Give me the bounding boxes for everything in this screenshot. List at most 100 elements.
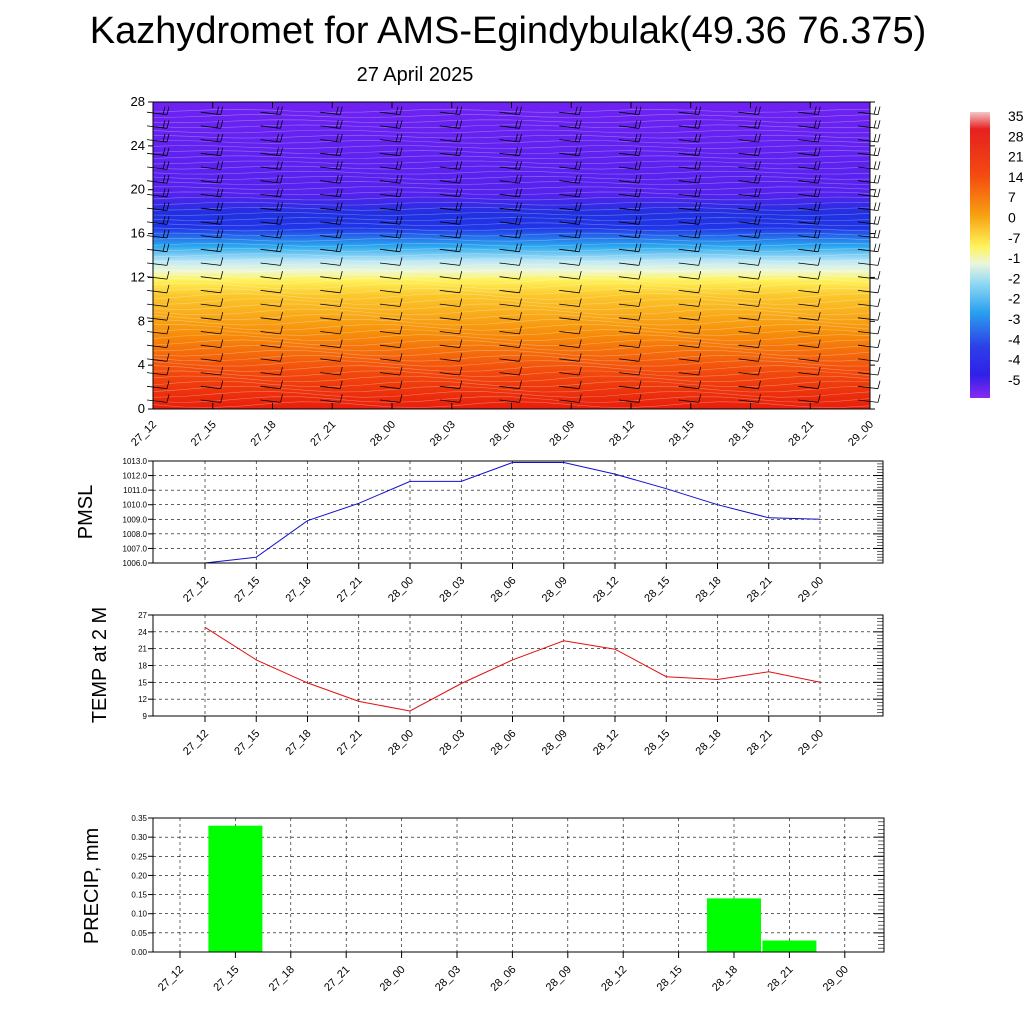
- wind-barb-flag: [817, 394, 821, 403]
- wind-barb-shaft: [379, 248, 401, 253]
- wind-barb-flag: [634, 175, 638, 184]
- wind-barb: [738, 133, 761, 143]
- wind-barb-shaft: [379, 194, 401, 198]
- wind-barb: [798, 312, 821, 321]
- wind-barb-shaft: [678, 194, 699, 198]
- wind-barb-flag: [519, 339, 522, 348]
- heatmap-x-tick-label: 28_18: [727, 419, 757, 449]
- y-tick-label: 1013.0: [123, 457, 148, 466]
- wind-barb-shaft: [439, 399, 460, 403]
- wind-barb-shaft: [499, 303, 520, 307]
- wind-barb-flag: [220, 133, 224, 143]
- wind-barb-flag: [698, 284, 702, 293]
- wind-barb: [738, 366, 761, 376]
- contour-line: [152, 258, 871, 263]
- wind-barb-flag: [339, 380, 343, 389]
- wind-barb-flag: [638, 175, 642, 184]
- wind-barb-flag: [758, 216, 761, 225]
- wind-barb: [499, 175, 522, 184]
- wind-barb-shaft: [260, 290, 281, 294]
- colorbar-label: -2: [1008, 270, 1021, 286]
- wind-barb-shaft: [260, 399, 281, 403]
- wind-barb: [678, 284, 702, 294]
- wind-barb-flag: [399, 353, 403, 362]
- wind-barb: [678, 229, 702, 239]
- wind-barb: [146, 298, 170, 307]
- wind-barb: [320, 216, 343, 225]
- wind-barb-flag: [276, 216, 279, 225]
- wind-barb-flag: [519, 202, 522, 211]
- wind-barb: [798, 106, 821, 115]
- wind-barb-shaft: [320, 399, 341, 403]
- wind-barb-flag: [220, 229, 224, 239]
- wind-barb: [857, 353, 881, 362]
- wind-barb-shaft: [320, 262, 341, 266]
- y-tick-label: 12: [138, 695, 147, 704]
- wind-barb-shaft: [379, 276, 401, 280]
- wind-barb-flag: [698, 312, 702, 321]
- contour-line: [152, 201, 871, 206]
- wind-barb-shaft: [320, 276, 341, 280]
- wind-barb: [260, 284, 283, 294]
- wind-barb-shaft: [260, 344, 281, 348]
- wind-barb-shaft: [320, 139, 341, 143]
- wind-barb-shaft: [678, 303, 699, 307]
- wind-barb-flag: [698, 161, 702, 170]
- wind-barb-flag: [455, 175, 459, 184]
- heatmap-x-tick-label: 28_15: [667, 419, 697, 449]
- wind-barb: [798, 161, 821, 170]
- wind-barb-shaft: [200, 248, 221, 253]
- wind-barb-shaft: [439, 317, 460, 321]
- wind-barb: [857, 380, 881, 390]
- wind-barb-flag: [694, 133, 698, 143]
- pmsl-panel: 1006.0 1007.0 1008.0 1009.0 1010.0 1011.0 1012…: [75, 457, 884, 605]
- wind-barb-flag: [339, 202, 343, 211]
- wind-barb-flag: [455, 243, 459, 252]
- wind-barb-shaft: [499, 125, 520, 129]
- contour-line: [152, 277, 871, 285]
- wind-barb-shaft: [439, 194, 460, 198]
- colorbar-strip: [970, 112, 990, 398]
- x-tick-label: 28_21: [745, 575, 775, 605]
- heatmap-y-tick-label: 12: [131, 269, 145, 284]
- wind-barb-shaft: [738, 207, 759, 211]
- wind-barb-flag: [638, 133, 642, 143]
- wind-barb-shaft: [559, 152, 580, 157]
- wind-barb-flag: [754, 120, 757, 129]
- wind-barb-shaft: [146, 290, 168, 294]
- heatmap-x-tick-label: 28_00: [368, 419, 398, 449]
- wind-barb-flag: [817, 133, 821, 143]
- wind-barb-flag: [758, 271, 761, 280]
- wind-barb-shaft: [678, 125, 699, 129]
- wind-barb: [260, 120, 283, 129]
- wind-barb-flag: [276, 147, 279, 156]
- wind-barb: [678, 339, 702, 348]
- y-tick-label: 18: [138, 662, 147, 671]
- wind-barb-shaft: [146, 262, 168, 266]
- wind-barb-shaft: [200, 221, 221, 225]
- wind-barb-flag: [335, 161, 339, 170]
- wind-barb-flag: [216, 229, 220, 239]
- heatmap-x-tick-label: 28_06: [488, 419, 518, 449]
- wind-barb-shaft: [499, 139, 520, 143]
- wind-barb-flag: [162, 161, 166, 170]
- wind-barb-flag: [817, 380, 821, 389]
- wind-barb: [499, 147, 522, 157]
- wind-barb-flag: [638, 366, 642, 376]
- wind-barb-shaft: [439, 344, 460, 348]
- wind-barb-shaft: [798, 180, 819, 184]
- wind-barb-flag: [698, 366, 702, 376]
- wind-barb-shaft: [379, 358, 401, 362]
- wind-barb: [738, 257, 761, 266]
- pmsl-ylabel: PMSL: [75, 485, 97, 539]
- wind-barb-flag: [578, 312, 582, 321]
- wind-barb: [200, 243, 224, 253]
- wind-barb-flag: [395, 202, 399, 211]
- contour-line: [152, 176, 871, 180]
- wind-barb-shaft: [260, 276, 281, 280]
- wind-barb: [200, 175, 224, 184]
- y-tick-label: 27: [138, 611, 147, 620]
- x-tick-label: 29_00: [821, 964, 851, 994]
- wind-barb-flag: [813, 202, 817, 211]
- wind-barb: [618, 229, 642, 239]
